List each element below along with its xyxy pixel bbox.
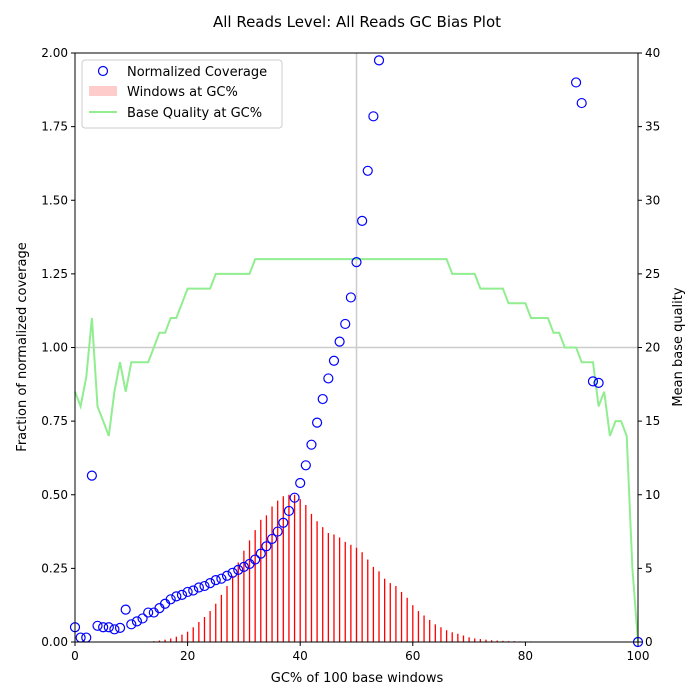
- coverage-point: [221, 570, 233, 581]
- legend-marker-windows: [89, 86, 117, 96]
- coverage-point: [587, 376, 599, 387]
- coverage-point: [357, 215, 368, 226]
- coverage-point: [238, 561, 249, 573]
- base-quality-line: [74, 258, 639, 643]
- coverage-point: [98, 622, 109, 633]
- y-tick-label: 0.75: [41, 414, 68, 428]
- coverage-point: [255, 548, 266, 559]
- y-tick-label: 1.00: [41, 341, 68, 355]
- y2-tick-label: 10: [645, 488, 660, 502]
- y2-tick-label: 0: [645, 635, 653, 649]
- x-tick-label: 60: [405, 649, 420, 663]
- coverage-point: [131, 616, 143, 627]
- coverage-point: [368, 111, 379, 122]
- coverage-point: [261, 541, 272, 552]
- x-tick-label: 0: [71, 649, 79, 663]
- coverage-point: [103, 622, 114, 633]
- y2-tick-label: 35: [645, 120, 660, 134]
- x-axis-label: GC% of 100 base windows: [271, 671, 444, 686]
- coverage-point: [114, 622, 126, 633]
- coverage-point: [300, 460, 311, 471]
- coverage-point: [340, 318, 351, 330]
- coverage-point: [373, 55, 385, 66]
- y-tick-label: 0.00: [41, 635, 68, 649]
- coverage-point: [362, 165, 373, 176]
- coverage-point: [345, 292, 356, 303]
- coverage-point: [86, 470, 97, 481]
- legend: Normalized Coverage Windows at GC% Base …: [81, 59, 283, 129]
- y2-tick-label: 20: [645, 341, 660, 355]
- y2-tick-label: 15: [645, 414, 660, 428]
- y2-tick-label: 25: [645, 267, 660, 281]
- coverage-point: [109, 624, 120, 635]
- coverage-point: [143, 607, 154, 618]
- y-tick-label: 0.25: [41, 561, 68, 575]
- coverage-point: [199, 580, 210, 592]
- y-tick-label: 1.75: [41, 120, 68, 134]
- coverage-point: [176, 589, 188, 600]
- coverage-point: [92, 620, 103, 631]
- y-tick-label: 0.50: [41, 488, 68, 502]
- coverage-point: [165, 594, 176, 605]
- legend-label-coverage: Normalized Coverage: [127, 65, 267, 80]
- x-tick-label: 40: [293, 649, 308, 663]
- legend-box: [81, 59, 283, 129]
- y-axis-label: Fraction of normalized coverage: [15, 242, 30, 451]
- y-tick-label: 1.25: [41, 267, 68, 281]
- x-tick-label: 100: [627, 649, 650, 663]
- coverage-point: [81, 632, 92, 643]
- y-tick-label: 1.50: [41, 193, 68, 207]
- coverage-point: [182, 586, 193, 598]
- coverage-point: [323, 373, 334, 384]
- coverage-point: [120, 604, 131, 615]
- coverage-point: [295, 477, 306, 489]
- coverage-point: [272, 526, 283, 537]
- coverage-point: [250, 554, 261, 565]
- coverage-point: [193, 582, 204, 593]
- coverage-point: [266, 533, 278, 545]
- y2-tick-label: 30: [645, 193, 660, 207]
- coverage-point: [233, 564, 244, 575]
- chart-title: All Reads Level: All Reads GC Bias Plot: [213, 13, 501, 31]
- coverage-point: [306, 439, 317, 450]
- legend-label-quality: Base Quality at GC%: [127, 106, 262, 121]
- coverage-point: [328, 355, 340, 366]
- coverage-point: [126, 619, 137, 630]
- coverage-point: [216, 573, 227, 584]
- coverage-point: [188, 585, 199, 596]
- coverage-point: [283, 505, 295, 517]
- coverage-point: [334, 336, 345, 347]
- y-tick-label: 2.00: [41, 46, 68, 60]
- coverage-point: [205, 577, 216, 589]
- x-tick-label: 80: [518, 649, 533, 663]
- coverage-point: [576, 97, 587, 109]
- coverage-point: [593, 377, 604, 388]
- coverage-point: [278, 517, 289, 528]
- coverage-point: [311, 417, 323, 428]
- coverage-point: [210, 575, 221, 586]
- y2-axis-label: Mean base quality: [671, 287, 686, 406]
- y2-tick-label: 40: [645, 46, 660, 60]
- coverage-point: [289, 492, 300, 503]
- legend-marker-coverage: [97, 65, 109, 77]
- y2-tick-label: 5: [645, 561, 653, 575]
- x-tick-label: 20: [180, 649, 195, 663]
- coverage-point: [317, 393, 328, 405]
- coverage-point: [570, 77, 582, 88]
- coverage-point: [137, 613, 148, 624]
- legend-label-windows: Windows at GC%: [127, 85, 238, 100]
- coverage-point: [351, 256, 362, 268]
- coverage-point: [171, 591, 182, 602]
- coverage-point: [227, 567, 238, 578]
